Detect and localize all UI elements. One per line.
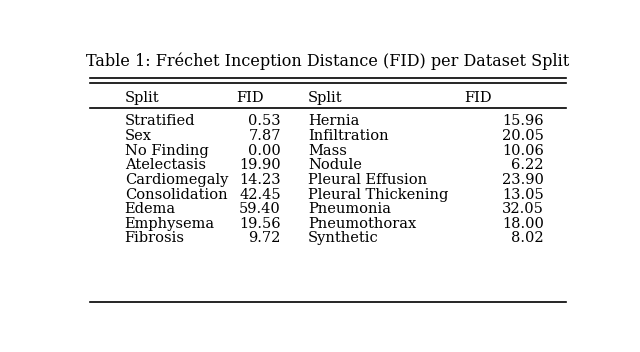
Text: Emphysema: Emphysema — [125, 217, 215, 231]
Text: Cardiomegaly: Cardiomegaly — [125, 173, 228, 187]
Text: 13.05: 13.05 — [502, 188, 544, 202]
Text: 7.87: 7.87 — [248, 129, 281, 143]
Text: 0.00: 0.00 — [248, 144, 281, 158]
Text: Split: Split — [125, 91, 159, 105]
Text: FID: FID — [465, 91, 492, 105]
Text: 20.05: 20.05 — [502, 129, 544, 143]
Text: 14.23: 14.23 — [239, 173, 281, 187]
Text: No Finding: No Finding — [125, 144, 209, 158]
Text: 19.56: 19.56 — [239, 217, 281, 231]
Text: Pneumothorax: Pneumothorax — [308, 217, 417, 231]
Text: Infiltration: Infiltration — [308, 129, 388, 143]
Text: Pleural Effusion: Pleural Effusion — [308, 173, 428, 187]
Text: 42.45: 42.45 — [239, 188, 281, 202]
Text: Mass: Mass — [308, 144, 347, 158]
Text: Edema: Edema — [125, 202, 176, 216]
Text: Sex: Sex — [125, 129, 152, 143]
Text: FID: FID — [236, 91, 264, 105]
Text: Pneumonia: Pneumonia — [308, 202, 391, 216]
Text: Atelectasis: Atelectasis — [125, 158, 205, 172]
Text: 23.90: 23.90 — [502, 173, 544, 187]
Text: 15.96: 15.96 — [502, 114, 544, 128]
Text: Stratified: Stratified — [125, 114, 195, 128]
Text: 59.40: 59.40 — [239, 202, 281, 216]
Text: Hernia: Hernia — [308, 114, 360, 128]
Text: Table 1: Fréchet Inception Distance (FID) per Dataset Split: Table 1: Fréchet Inception Distance (FID… — [86, 52, 570, 70]
Text: Fibrosis: Fibrosis — [125, 232, 184, 245]
Text: 8.02: 8.02 — [511, 232, 544, 245]
Text: 32.05: 32.05 — [502, 202, 544, 216]
Text: Split: Split — [308, 91, 343, 105]
Text: Pleural Thickening: Pleural Thickening — [308, 188, 449, 202]
Text: 18.00: 18.00 — [502, 217, 544, 231]
Text: Synthetic: Synthetic — [308, 232, 379, 245]
Text: 6.22: 6.22 — [511, 158, 544, 172]
Text: 9.72: 9.72 — [248, 232, 281, 245]
Text: 10.06: 10.06 — [502, 144, 544, 158]
Text: Consolidation: Consolidation — [125, 188, 227, 202]
Text: 19.90: 19.90 — [239, 158, 281, 172]
Text: 0.53: 0.53 — [248, 114, 281, 128]
Text: Nodule: Nodule — [308, 158, 362, 172]
